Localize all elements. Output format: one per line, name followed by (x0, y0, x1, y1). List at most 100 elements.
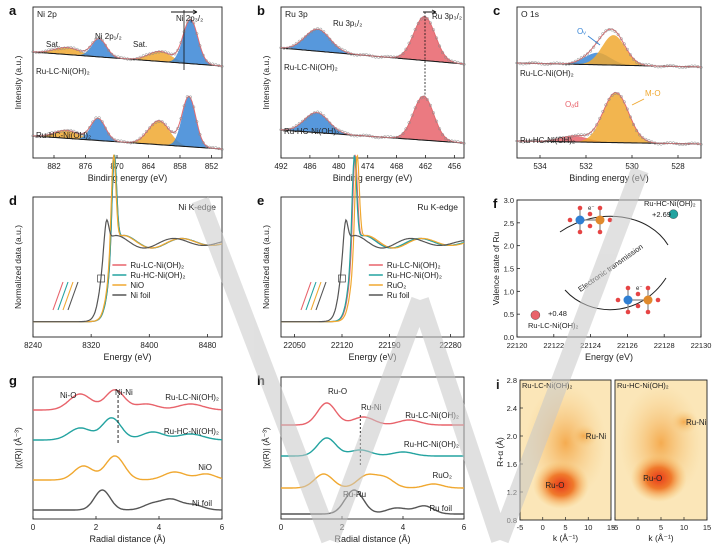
c-data-point (592, 45, 596, 49)
b-data-point (297, 39, 301, 43)
i-ytick-label: 2.0 (507, 432, 517, 441)
g-series-label-3: Ni foil (192, 499, 212, 508)
c-data-point (641, 136, 645, 140)
b-data-point (358, 53, 362, 57)
c-data-point (524, 62, 528, 66)
e-xtick-label: 22280 (439, 341, 462, 350)
c-data-point (521, 140, 525, 144)
b-data-point (404, 127, 408, 131)
a-data-point (129, 58, 133, 62)
a-data-point (166, 51, 170, 55)
a-data-point (81, 132, 85, 136)
b-data-point (331, 124, 335, 128)
a-data-point (141, 133, 145, 137)
h-xlabel: Radial distance (Å) (334, 534, 410, 544)
b-data-point (435, 119, 439, 123)
a-data-point (31, 134, 35, 138)
e-xtick-label: 22050 (283, 341, 306, 350)
c-envelope-0 (517, 28, 701, 68)
b-data-point (444, 55, 448, 59)
b-data-point (450, 59, 454, 63)
b-data-point (282, 46, 286, 50)
e-xlabel: Energy (eV) (348, 352, 396, 362)
b-data-point (361, 53, 365, 57)
a-shift-arrow (171, 9, 198, 15)
b-data-point (352, 53, 356, 57)
h-series-label-3: Ru foil (429, 504, 452, 513)
f-oxygen-atom (597, 229, 603, 235)
a-data-point (185, 20, 189, 24)
a-data-point (170, 52, 174, 56)
a-data-point (66, 128, 70, 133)
a-data-point (154, 120, 158, 124)
a-data-point (100, 38, 104, 42)
f-ytick-label: 0.5 (504, 310, 514, 319)
d-ylabel: Normalized data (a.u.) (13, 225, 23, 309)
a-title: Ni 2p (37, 9, 57, 19)
f-point-label-0: +2.69 (652, 210, 671, 219)
c-data-point (585, 133, 590, 137)
c-data-point (656, 65, 660, 69)
c-data-point (533, 138, 537, 142)
c-data-point (524, 140, 528, 144)
a-data-point (40, 134, 44, 138)
e-legend-label-2: RuO₂ (387, 281, 407, 290)
f-oxygen-atom (625, 309, 631, 315)
a-data-point (78, 132, 82, 136)
c-data-point (684, 142, 688, 146)
a-data-point (201, 53, 205, 57)
a-data-point (182, 104, 186, 108)
f-point-1 (530, 310, 541, 320)
b-data-point (337, 128, 341, 132)
a-data-point (56, 47, 60, 51)
a-data-point (201, 141, 205, 145)
a-data-point (204, 59, 208, 63)
a-data-point (195, 120, 199, 124)
b-data-point (428, 21, 433, 25)
b-xtick-label: 480 (332, 162, 346, 171)
i-xlabel-0: k (Å⁻¹) (553, 533, 578, 543)
b-data-point (334, 127, 338, 131)
c-data-point (579, 133, 583, 137)
a-data-point (119, 139, 123, 143)
c-bottom-sample-label: Ru-HC-Ni(OH)₂ (520, 136, 575, 145)
c-data-point (607, 97, 611, 101)
b-data-point (401, 52, 405, 56)
c-data-point (561, 136, 565, 140)
c-data-point (598, 36, 602, 40)
f-oxygen-atom (625, 285, 631, 291)
f-ytick-label: 2.5 (504, 219, 514, 228)
a-data-point (116, 139, 120, 143)
b-data-point (309, 30, 314, 34)
a-data-point (144, 53, 148, 57)
i-xtick-label: 15 (703, 523, 711, 532)
h-ylabel: |χ(R)| (Å⁻³) (261, 427, 271, 469)
b-data-point (431, 28, 436, 32)
f-oxygen-atom (645, 309, 651, 315)
b-data-point (386, 135, 390, 139)
f-ytick-label: 1.0 (504, 287, 514, 296)
g-xtick-label: 0 (31, 523, 36, 532)
a-data-point (163, 50, 167, 54)
i-map-title-1: Ru-HC-Ni(OH)₂ (617, 381, 669, 390)
c-data-point (690, 141, 694, 145)
f-oxygen-atom (587, 211, 593, 217)
f-ytick-label: 1.5 (504, 265, 514, 274)
c-data-point (625, 47, 629, 51)
a-data-point (94, 116, 98, 120)
d-inset-line-0 (52, 281, 64, 311)
b-data-point (340, 47, 344, 51)
b-component-1-1 (281, 96, 464, 143)
c-data-point (696, 142, 700, 146)
b-xtick-label: 486 (303, 162, 317, 171)
b-xtick-label: 462 (419, 162, 433, 171)
b-data-point (441, 133, 445, 137)
i-xtick-label: 15 (607, 523, 615, 532)
c-data-point (515, 61, 519, 65)
b-xtick-label: 468 (390, 162, 404, 171)
b-data-point (462, 62, 466, 66)
c-data-point (555, 61, 559, 65)
c-data-point (589, 49, 593, 53)
b-data-point (383, 135, 387, 139)
a-data-point (91, 120, 95, 124)
